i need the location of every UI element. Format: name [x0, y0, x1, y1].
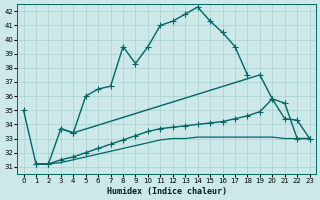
- X-axis label: Humidex (Indice chaleur): Humidex (Indice chaleur): [107, 187, 227, 196]
